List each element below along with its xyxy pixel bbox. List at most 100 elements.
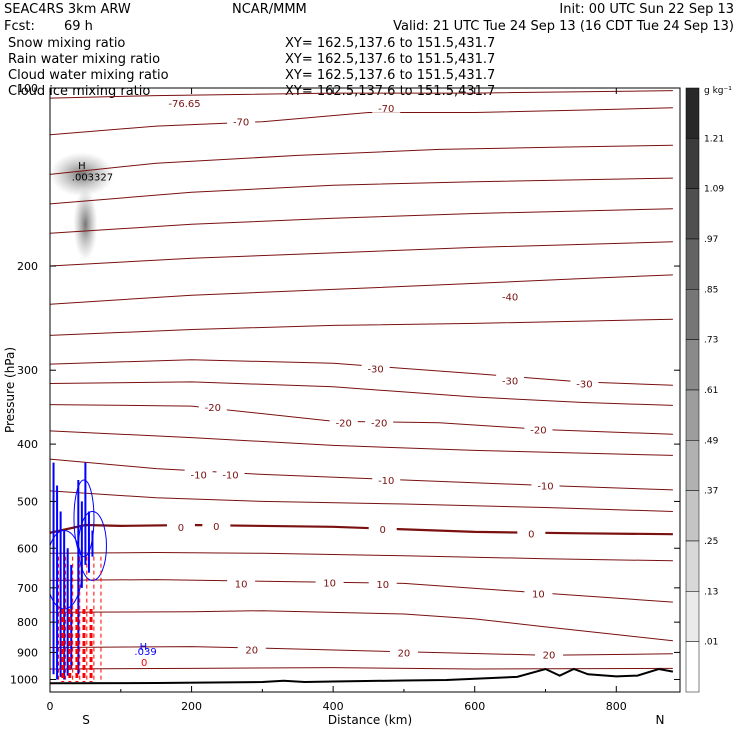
isotherm-label-bg <box>184 468 213 480</box>
colorbar-swatch <box>685 188 700 240</box>
isotherm-line <box>50 107 673 136</box>
y-tick-label: 400 <box>17 438 38 451</box>
colorbar-swatch <box>685 440 700 491</box>
isotherm-line <box>50 241 673 267</box>
field-name: Rain water mixing ratio <box>8 52 160 67</box>
colorbar-swatch <box>685 540 700 592</box>
y-tick-label: 300 <box>17 364 38 377</box>
x-axis-ticks: 0 200 400 600 800 <box>47 88 627 713</box>
snow-core <box>50 152 114 197</box>
isotherm-label-bg <box>524 423 553 435</box>
snow-plume <box>73 188 98 261</box>
colorbar-label: .61 <box>704 386 718 396</box>
isotherm-label-bg <box>496 290 525 302</box>
isotherm-line <box>50 490 673 512</box>
model-title: SEAC4RS 3km ARW <box>4 2 131 17</box>
isotherm-label-bg <box>570 377 599 389</box>
extremum-label: 0 <box>141 658 147 669</box>
isotherm-label-bg <box>535 648 564 660</box>
isotherm-label-bg <box>227 577 256 589</box>
colorbar-unit: g kg⁻¹ <box>704 86 732 96</box>
cloud-water-contour <box>77 510 107 581</box>
isotherm-label-bg <box>227 115 256 127</box>
y-tick-label: 600 <box>17 542 38 555</box>
isotherm-label: -10 <box>378 476 394 487</box>
convective-cell-contours <box>50 462 107 683</box>
colorbar-swatch <box>685 641 700 693</box>
isotherm-line <box>50 458 673 491</box>
snow-mixing-shading <box>50 152 114 261</box>
isotherm-label: -20 <box>371 419 387 430</box>
field-xy: XY= 162.5,137.6 to 151.5,431.7 <box>285 36 495 51</box>
colorbar-swatch <box>685 389 700 441</box>
y-tick-label: 700 <box>17 582 38 595</box>
isotherm-label-bg <box>531 479 560 491</box>
isotherm-label-bg <box>368 578 397 590</box>
isotherm-line <box>50 381 673 406</box>
isotherm-label-bg <box>166 520 195 532</box>
colorbar-label: 1.21 <box>704 134 724 144</box>
isotherm-line <box>50 646 673 656</box>
colorbar-label: .37 <box>704 487 718 497</box>
isotherm-line <box>50 430 673 456</box>
forecast-label: Fcst: <box>4 19 35 34</box>
terrain-profile <box>50 667 674 685</box>
isotherm-label: -30 <box>576 380 592 391</box>
extremum-label: .003327 <box>72 172 113 183</box>
isotherm-label-bg <box>329 416 358 428</box>
isotherm-label: -30 <box>367 364 383 375</box>
plot-frame <box>49 87 681 693</box>
colorbar-label: .49 <box>704 436 719 446</box>
x-tick-label: 400 <box>323 700 344 713</box>
isotherm-label-bg <box>361 362 390 374</box>
isotherm-label: 20 <box>543 650 556 661</box>
x-tick-label: 800 <box>606 700 627 713</box>
colorbar-label: .25 <box>704 537 718 547</box>
extremum-label: .039 <box>134 647 156 658</box>
field-xy: XY= 162.5,137.6 to 151.5,431.7 <box>285 68 495 83</box>
isotherm-label: -20 <box>205 403 221 414</box>
colorbar-swatch <box>685 339 700 391</box>
forecast-hour: 69 h <box>64 19 93 34</box>
isotherm-label-bg <box>496 374 525 386</box>
colorbar-swatch <box>685 138 700 189</box>
colorbar-label: .73 <box>704 336 718 346</box>
isotherm-line <box>50 523 673 536</box>
y-tick-label: 100 <box>17 82 38 95</box>
isotherm-label: 0 <box>528 529 534 540</box>
south-end-label: S <box>82 713 90 727</box>
isotherm-label: 10 <box>532 589 545 600</box>
isotherm-label-bg <box>198 400 227 412</box>
colorbar: 1.21 1.09 .97 .85 .73 .61 .49 .37 .25 .13 .01 <box>685 87 724 693</box>
isotherm-label: -70 <box>233 118 249 129</box>
colorbar-label: 1.09 <box>704 185 724 195</box>
y-axis-label: Pressure (hPa) <box>3 347 17 433</box>
isotherm-line <box>50 274 673 305</box>
isotherm-label: -10 <box>190 470 206 481</box>
colorbar-swatch <box>685 490 700 542</box>
isotherm-label-bg <box>372 101 401 113</box>
isotherm-line <box>50 579 673 603</box>
isotherm-line <box>50 610 673 642</box>
isotherm-label-bg <box>372 473 401 485</box>
extremum-label: H <box>140 642 148 653</box>
isotherm-label-bg <box>237 643 266 655</box>
isotherm-line <box>50 404 673 435</box>
north-end-label: N <box>656 713 665 727</box>
isotherm-label: -70 <box>378 104 394 115</box>
field-legend: Snow mixing ratio XY= 162.5,137.6 to 151.… <box>8 36 495 99</box>
field-name: Cloud water mixing ratio <box>8 68 169 83</box>
plot-area: -76.65 -70 -70 -40 -30 -30 -30 -20 -20 -20 -20 -10 -… <box>10 82 681 713</box>
y-tick-label: 1000 <box>10 673 38 686</box>
isotherm-label: 0 <box>213 522 219 533</box>
init-time: Init: 00 UTC Sun 22 Sep 13 <box>559 2 734 17</box>
y-tick-label: 800 <box>17 616 38 629</box>
isotherm-label: 0 <box>178 523 184 534</box>
isotherm-label-bg <box>170 96 199 108</box>
colorbar-swatch <box>685 87 700 139</box>
isotherm-label: 20 <box>245 646 258 657</box>
isotherm-line <box>50 177 673 205</box>
isotherm-label: -10 <box>537 482 553 493</box>
